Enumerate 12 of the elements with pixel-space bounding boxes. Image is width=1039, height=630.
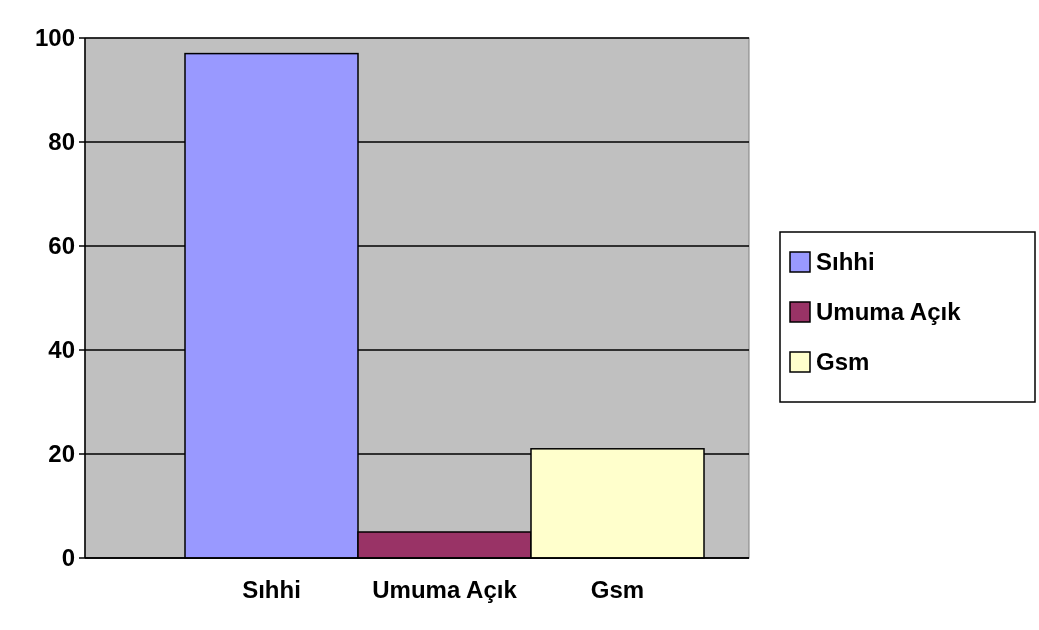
legend-label: Gsm [816, 348, 870, 376]
legend-label: Sıhhi [816, 248, 875, 276]
x-tick-label: Umuma Açık [372, 576, 518, 603]
y-tick-label: 0 [61, 544, 75, 572]
y-tick-label: 60 [48, 232, 75, 260]
y-tick-label: 80 [48, 128, 75, 156]
y-tick-label: 20 [48, 440, 75, 468]
x-tick-label: Gsm [590, 576, 645, 603]
y-tick-label: 40 [48, 336, 75, 364]
x-tick-label: Sıhhi [242, 576, 301, 603]
legend-label: Umuma Açık [816, 298, 962, 326]
y-tick-label: 100 [34, 24, 75, 52]
